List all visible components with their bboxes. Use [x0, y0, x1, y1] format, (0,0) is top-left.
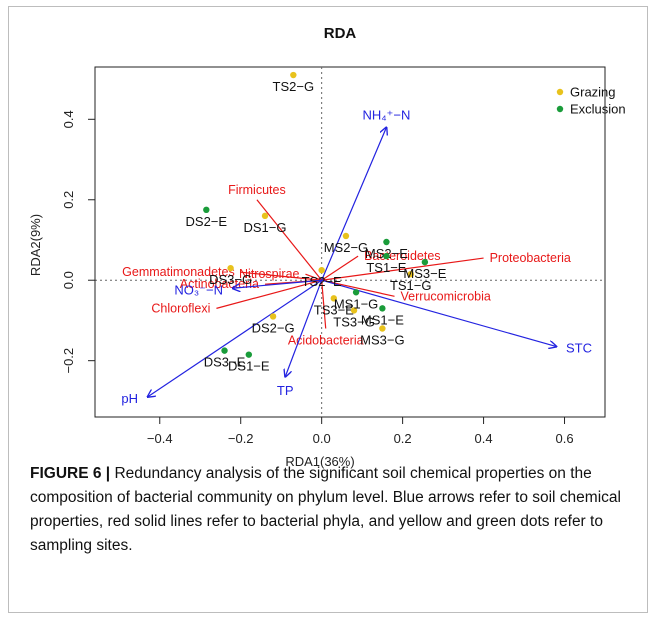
sample-label: TS2−G [273, 79, 315, 94]
sample-point [342, 232, 350, 240]
phylum-label: Firmicutes [228, 183, 286, 197]
sample-label: DS1−G [244, 220, 287, 235]
phylum-label: Verrucomicrobia [401, 289, 491, 303]
phylum-line [321, 279, 395, 297]
caption-label: FIGURE 6 | [30, 465, 111, 482]
sample-point [330, 295, 338, 302]
sample-point [203, 206, 210, 214]
sample-label: MS1−E [361, 312, 404, 327]
y-tick-label: 0.2 [61, 191, 76, 209]
x-tick-label: 0.0 [313, 431, 331, 446]
y-tick-label: 0.0 [61, 271, 76, 289]
environmental-label: NO₃⁻−N [174, 282, 223, 297]
sample-label: TS1−G [390, 278, 432, 293]
environmental-label: STC [566, 341, 592, 356]
sample-label: TS1−E [366, 260, 406, 275]
y-tick-label: −0.2 [61, 348, 76, 374]
environmental-arrow [148, 279, 323, 397]
phylum-label: Gemmatimonadetes [122, 265, 235, 279]
chart-title: RDA [324, 25, 357, 42]
sample-label: MS3−E [403, 266, 446, 281]
environmental-arrows: NH₄⁺−N NO₃⁻−N pH TP STC [121, 107, 592, 406]
phylum-line [321, 255, 359, 281]
sample-points: TS2−G DS1−G MS2−G DS3−G TS2−E TS1−G TS3−ETS3−G… [186, 71, 447, 374]
sample-label: MS1−G [334, 296, 378, 311]
sample-point [227, 264, 234, 272]
sample-label: DS2−G [252, 320, 295, 335]
environmental-arrow [321, 279, 557, 346]
environmental-arrow [233, 279, 322, 288]
sample-point [350, 307, 358, 314]
figure-caption: FIGURE 6 | Redundancy analysis of the si… [30, 462, 635, 558]
phylum-label: Bacteroidetes [364, 249, 440, 263]
sample-point [352, 289, 360, 296]
sample-point [245, 351, 253, 358]
sample-point [383, 238, 390, 246]
environmental-arrow [321, 127, 387, 281]
sample-point [261, 212, 269, 220]
sample-point [407, 270, 414, 278]
legend-marker [556, 105, 564, 113]
phylum-label: Chloroflexi [151, 301, 210, 315]
legend-marker [556, 88, 564, 96]
phylum-line [256, 199, 323, 281]
origin-lines [95, 67, 605, 417]
sample-point [290, 71, 297, 79]
phylum-label: Nitrospirae [239, 267, 299, 281]
environmental-label: pH [121, 391, 138, 406]
x-tick-label: −0.4 [147, 431, 173, 446]
sample-point [383, 252, 390, 260]
y-axis-label: RDA2(9%) [28, 214, 43, 276]
caption-text: Redundancy analysis of the significant s… [30, 465, 621, 554]
sample-point [318, 266, 325, 274]
x-tick-label: 0.2 [394, 431, 412, 446]
sample-point [421, 258, 429, 266]
figure-frame [8, 6, 648, 613]
x-tick-label: 0.4 [475, 431, 493, 446]
legend-label: Exclusion [570, 102, 626, 117]
legend: Grazing Exclusion [556, 85, 626, 117]
environmental-arrow [285, 280, 323, 377]
legend-label: Grazing [570, 85, 616, 100]
sample-label: DS2−E [186, 214, 228, 229]
environmental-label: NH₄⁺−N [362, 107, 410, 122]
sample-label: DS3−E [204, 355, 246, 370]
phylum-line [305, 273, 322, 281]
sample-label: TS2−E [302, 274, 342, 289]
sample-label: MS2−G [324, 240, 368, 255]
sample-label: MS3−G [360, 332, 404, 347]
y-tick-label: 0.4 [61, 110, 76, 128]
sample-label: TS3−E [314, 302, 354, 317]
phylum-line [321, 280, 327, 329]
sample-point [269, 313, 277, 320]
phylum-line [321, 257, 484, 281]
sample-point [379, 325, 386, 332]
phylum-label: Acidobacteria [288, 333, 364, 347]
sample-point [379, 305, 386, 312]
sample-label: DS3−G [209, 272, 252, 287]
x-axis-label: RDA1(36%) [285, 454, 354, 469]
environmental-label: TP [277, 383, 294, 398]
phylum-lines: Firmicutes Bacteroidetes Proteobacteria Gem… [122, 183, 571, 348]
x-axis: −0.4 −0.2 0.0 0.2 0.4 0.6 [147, 416, 574, 446]
y-axis: −0.2 0.0 0.2 0.4 [61, 110, 96, 374]
x-tick-label: −0.2 [228, 431, 254, 446]
phylum-line [216, 279, 322, 309]
phylum-line [240, 271, 322, 281]
phylum-label: Proteobacteria [490, 251, 571, 265]
sample-label: DS1−E [228, 359, 270, 374]
x-tick-label: 0.6 [555, 431, 573, 446]
sample-label: TS3−G [333, 314, 375, 329]
sample-point [221, 347, 228, 354]
